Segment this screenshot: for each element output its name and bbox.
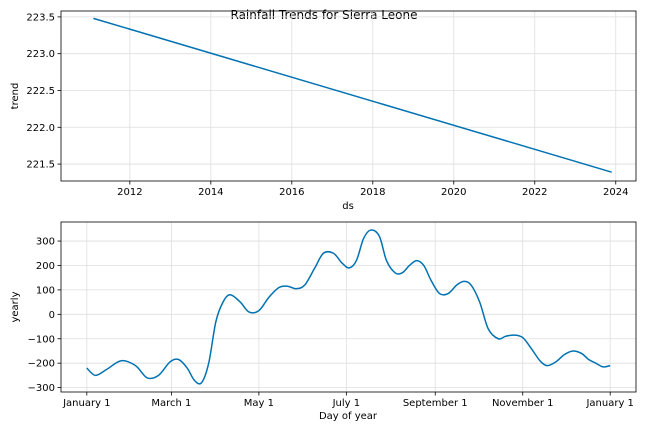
trend-y-tick-label: 223.5 [26,12,55,23]
yearly-y-tick-label: 100 [36,285,55,296]
trend-x-tick-label: 2012 [117,187,142,198]
yearly-x-tick-label: September 1 [403,398,468,409]
trend-x-tick-label: 2018 [360,187,385,198]
yearly-x-axis-label: Day of year [319,411,378,422]
yearly-series-line [86,229,611,385]
yearly-plot-frame [60,221,637,393]
yearly-x-tick-label: March 1 [151,398,191,409]
yearly-y-tick-label: 0 [49,310,55,321]
yearly-x-tick-label: July 1 [332,398,361,409]
trend-x-tick-label: 2016 [279,187,304,198]
trend-grid [61,11,636,181]
trend-y-tick-label: 222.0 [26,123,55,134]
yearly-y-axis-label: yearly [10,291,21,322]
trend-y-tick-label: 221.5 [26,160,55,171]
trend-x-tick-label: 2014 [198,187,223,198]
trend-x-tick-label: 2022 [522,187,547,198]
yearly-y-tick-label: 300 [36,237,55,248]
yearly-x-tick-label: November 1 [492,398,554,409]
trend-y-tick-label: 222.5 [26,86,55,97]
yearly-x-tick-label: January 1 [585,398,633,409]
yearly-ticks: January 1 March 1 May 1 July 1 September 1 No… [28,237,634,409]
trend-x-tick-label: 2020 [441,187,466,198]
yearly-panel: January 1 March 1 May 1 July 1 September 1 No… [10,221,637,422]
trend-plot-frame [60,10,637,182]
chart-title: Rainfall Trends for Sierra Leone [231,8,418,22]
yearly-x-tick-label: May 1 [244,398,274,409]
trend-y-axis-label: trend [10,83,21,110]
yearly-x-tick-label: January 1 [62,398,110,409]
yearly-y-tick-label: −200 [28,359,55,370]
yearly-y-tick-label: −100 [28,334,55,345]
trend-x-axis-label: ds [342,201,354,212]
trend-ticks: 2012 2014 2016 2018 2020 2022 2024 221.5 222.0 22… [26,12,628,198]
trend-x-tick-label: 2024 [603,187,628,198]
yearly-y-tick-label: 200 [36,261,55,272]
yearly-y-tick-label: −300 [28,383,55,394]
trend-series-line [93,17,612,173]
yearly-series [86,229,611,385]
yearly-grid [61,222,636,392]
trend-y-tick-label: 223.0 [26,49,55,60]
trend-panel: 2012 2014 2016 2018 2020 2022 2024 221.5 222.0 22… [10,10,637,212]
trend-series [93,17,612,173]
